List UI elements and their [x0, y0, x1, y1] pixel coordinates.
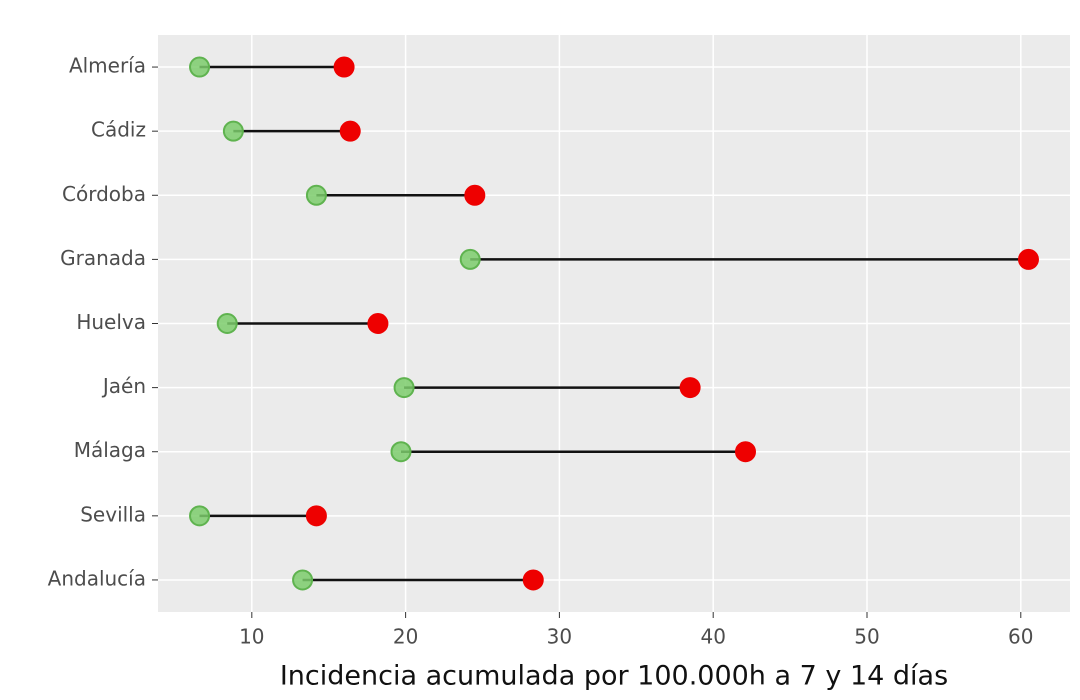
point — [292, 569, 314, 591]
point — [522, 569, 544, 591]
y-tick-label: Jaén — [101, 374, 146, 398]
x-tick-label: 20 — [393, 625, 418, 649]
x-axis-title: Incidencia acumulada por 100.000h a 7 y … — [280, 661, 948, 692]
point — [464, 184, 486, 206]
point — [305, 184, 327, 206]
y-tick-label: Huelva — [76, 310, 146, 334]
y-tick-label: Córdoba — [62, 182, 146, 206]
x-tick-label: 50 — [854, 625, 879, 649]
point — [189, 505, 211, 527]
y-tick-label: Cádiz — [91, 118, 146, 142]
y-tick-label: Almería — [69, 54, 146, 78]
point — [679, 377, 701, 399]
y-tick-label: Málaga — [74, 438, 146, 462]
x-tick-label: 40 — [700, 625, 725, 649]
point — [305, 505, 327, 527]
point — [390, 441, 412, 463]
x-tick-label: 10 — [239, 625, 264, 649]
point — [734, 441, 756, 463]
point — [339, 120, 361, 142]
point — [367, 313, 389, 334]
point — [333, 56, 355, 78]
y-tick-label: Sevilla — [80, 502, 146, 526]
y-tick-label: Andalucía — [48, 566, 146, 590]
x-tick-label: 60 — [1008, 625, 1033, 649]
y-tick-label: Granada — [60, 246, 146, 270]
point — [222, 120, 244, 142]
point — [216, 313, 238, 334]
point — [1017, 248, 1039, 270]
point — [393, 377, 415, 399]
x-tick-label: 30 — [547, 625, 572, 649]
point — [189, 56, 211, 78]
point — [459, 248, 481, 270]
